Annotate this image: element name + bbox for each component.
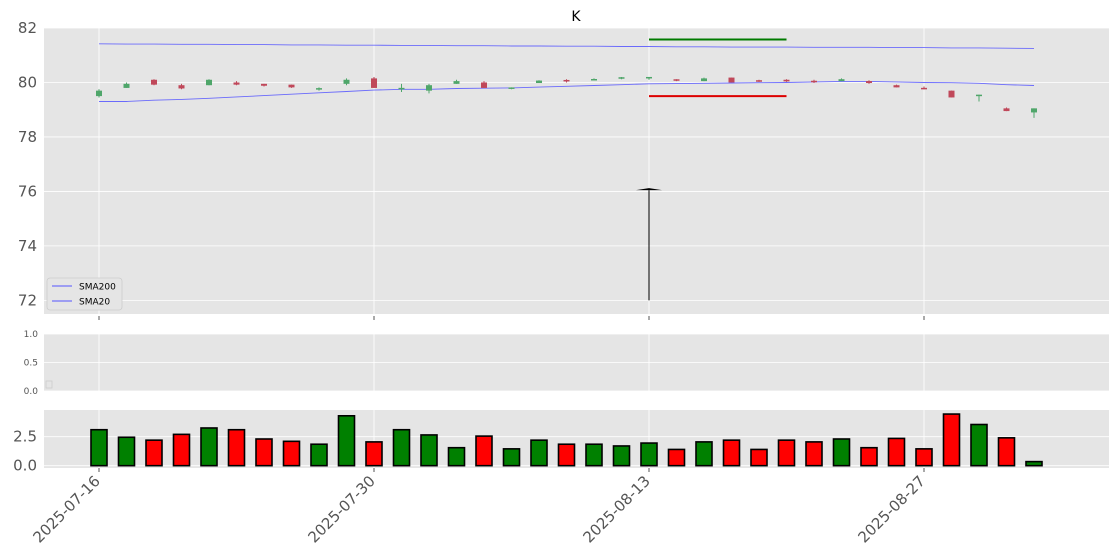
- middle-tick-label: 1.0: [24, 330, 39, 340]
- volume-bar: [777, 439, 796, 467]
- volume-bar: [145, 439, 163, 467]
- volume-bar: [640, 442, 658, 467]
- candle-body: [481, 82, 487, 88]
- volume-bar: [750, 448, 768, 467]
- candle-body: [838, 79, 845, 82]
- candle-body: [123, 83, 130, 88]
- candle-body: [508, 87, 515, 89]
- middle-tick-label: 0.5: [24, 359, 38, 369]
- price-panel-background: [44, 28, 1109, 314]
- candle-body: [728, 77, 735, 83]
- candle-body: [426, 85, 432, 91]
- candle-body: [976, 94, 982, 97]
- legend-label: SMA20: [79, 298, 110, 308]
- candle-body: [343, 79, 350, 84]
- volume-bar: [585, 443, 603, 467]
- chart-title: K: [571, 9, 581, 25]
- middle-panel: 0.0 0.5 1.0: [24, 316, 1109, 397]
- x-tick-label: 2025-08-27: [854, 472, 928, 546]
- candle-body: [811, 80, 817, 83]
- volume-bar: [420, 434, 438, 467]
- volume-bar: [227, 428, 246, 467]
- candle-body: [783, 79, 790, 82]
- volume-bar: [722, 439, 741, 467]
- volume-tick-label: 0.0: [13, 457, 37, 475]
- price-tick-label: 76: [18, 182, 37, 200]
- candle-body: [756, 80, 762, 82]
- x-tick-label: 2025-07-30: [304, 472, 378, 546]
- candle-body: [233, 82, 240, 85]
- x-axis: 2025-07-16 2025-07-30 2025-08-13 2025-08-27: [29, 468, 929, 546]
- candle-body: [921, 87, 927, 90]
- volume-bar: [200, 427, 218, 467]
- volume-bar: [805, 441, 823, 467]
- middle-tick-label: 0.0: [24, 387, 39, 397]
- volume-bar: [502, 448, 521, 467]
- candle-body: [288, 84, 295, 88]
- candle-body: [316, 88, 322, 90]
- volume-bar: [255, 438, 273, 467]
- candle-body: [948, 90, 955, 98]
- volume-bar: [475, 435, 493, 467]
- candle-body: [673, 79, 680, 81]
- volume-bar: [337, 414, 356, 467]
- volume-bar: [282, 440, 301, 467]
- volume-bar: [1025, 460, 1043, 467]
- price-tick-label: 80: [18, 73, 37, 91]
- volume-bar: [365, 441, 383, 467]
- volume-bar: [172, 433, 191, 467]
- candle-body: [371, 78, 377, 88]
- volume-bar: [832, 438, 851, 467]
- candle-body: [261, 83, 267, 86]
- x-tick-label: 2025-08-13: [579, 472, 653, 546]
- candle-body: [398, 87, 405, 90]
- price-tick-label: 72: [18, 291, 37, 309]
- candle-body: [618, 77, 625, 79]
- candle-body: [1003, 108, 1010, 112]
- volume-tick-label: 2.5: [13, 428, 37, 446]
- volume-bar: [117, 436, 136, 467]
- volume-bar: [970, 423, 988, 467]
- volume-bar: [667, 448, 686, 467]
- candle-body: [178, 85, 185, 89]
- candle-body: [453, 81, 460, 84]
- candle-body: [893, 85, 900, 88]
- volume-bar: [860, 446, 878, 467]
- volume-bar: [557, 443, 576, 467]
- candle-body: [96, 90, 102, 97]
- candle-body: [206, 79, 212, 86]
- candle-body: [151, 79, 157, 85]
- price-tick-label: 74: [18, 237, 37, 255]
- volume-panel: 0.0 2.5: [13, 410, 1109, 475]
- legend-label: SMA200: [79, 283, 116, 293]
- volume-bar: [90, 428, 108, 467]
- candle-body: [591, 79, 597, 81]
- volume-bar: [612, 445, 631, 467]
- volume-bar: [997, 437, 1016, 467]
- candle-body: [1031, 108, 1037, 113]
- price-tick-label: 82: [18, 19, 37, 37]
- volume-bar: [310, 443, 328, 467]
- candle-body: [866, 81, 872, 84]
- middle-legend-marker: [45, 380, 53, 389]
- price-panel: 72 74 76 78 80 82 SMA200 SMA20: [18, 19, 1109, 314]
- price-tick-label: 78: [18, 128, 37, 146]
- sma200-line: [98, 43, 1035, 49]
- candle-body: [646, 76, 652, 79]
- spike-arrowhead: [636, 188, 662, 191]
- candle-body: [536, 80, 542, 84]
- volume-bar: [392, 428, 411, 467]
- volume-bar: [915, 448, 933, 467]
- volume-bar: [695, 441, 713, 467]
- volume-bar: [447, 446, 466, 467]
- sma20-line: [99, 80, 1035, 102]
- volume-bar: [530, 439, 548, 467]
- volume-bar: [942, 413, 961, 467]
- x-tick-label: 2025-07-16: [29, 472, 103, 546]
- volume-bar: [887, 437, 906, 467]
- legend: SMA200 SMA20: [46, 277, 123, 311]
- candle-body: [701, 78, 707, 82]
- candle-body: [563, 79, 570, 82]
